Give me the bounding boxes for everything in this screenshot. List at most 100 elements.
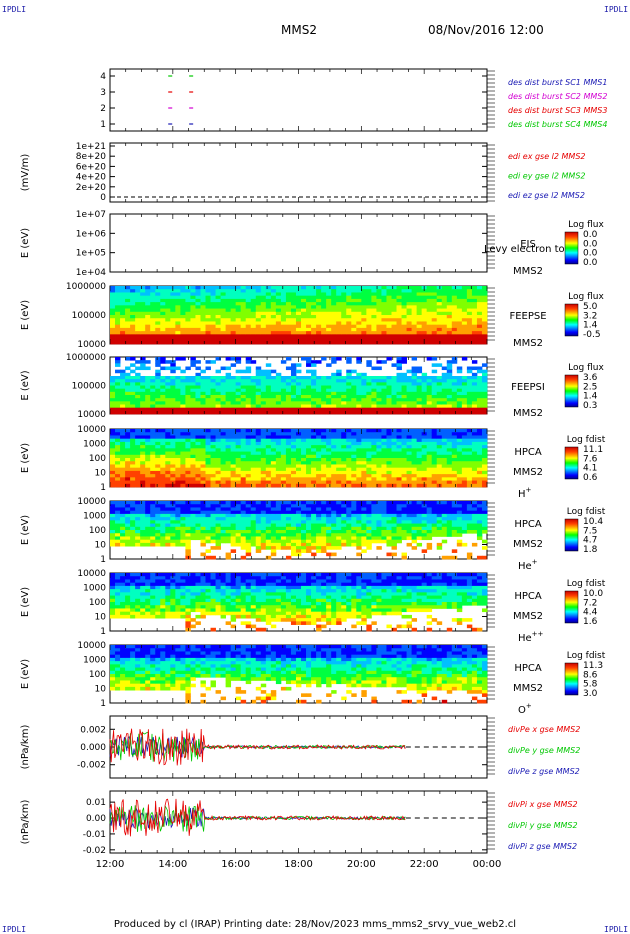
heatmap-cell xyxy=(140,340,146,345)
heatmap-cell xyxy=(210,441,216,446)
heatmap-cell xyxy=(160,292,166,297)
heatmap-cell xyxy=(285,327,292,332)
heatmap-cell xyxy=(245,477,252,481)
heatmap-cell xyxy=(471,464,478,469)
heatmap-cell xyxy=(356,385,362,390)
heatmap-cell xyxy=(130,298,136,303)
heatmap-cell xyxy=(260,398,267,402)
heatmap-cell xyxy=(120,474,126,478)
heatmap-cell xyxy=(255,398,262,402)
y-tick-label: 10 xyxy=(95,541,107,551)
heatmap-cell xyxy=(471,395,478,399)
heatmap-cell xyxy=(336,480,342,485)
heatmap-cell xyxy=(200,461,206,465)
heatmap-cell xyxy=(200,523,206,528)
heatmap-cell xyxy=(245,324,252,329)
heatmap-cell xyxy=(245,445,252,449)
heatmap-cell xyxy=(326,539,332,544)
heatmap-cell xyxy=(446,483,453,488)
heatmap-cell xyxy=(240,477,247,481)
heatmap-cell xyxy=(230,483,237,488)
heatmap-cell xyxy=(441,507,448,512)
heatmap-cell xyxy=(301,302,307,306)
heatmap-cell xyxy=(250,295,257,300)
heatmap-cell xyxy=(145,520,151,524)
heatmap-cell xyxy=(301,441,307,446)
heatmap-cell xyxy=(376,438,382,443)
heatmap-cell xyxy=(240,458,247,462)
heatmap-cell xyxy=(321,520,327,524)
heatmap-cell xyxy=(260,286,267,290)
heatmap-cell xyxy=(135,483,141,488)
heatmap-cell xyxy=(250,334,257,338)
heatmap-cell xyxy=(125,517,131,521)
heatmap-cell xyxy=(275,302,282,306)
heatmap-cell xyxy=(200,407,206,412)
heatmap-cell xyxy=(280,382,287,386)
heatmap-cell xyxy=(260,324,267,329)
heatmap-cell xyxy=(331,501,337,505)
heatmap-cell xyxy=(265,410,272,415)
heatmap-cell xyxy=(130,407,136,412)
heatmap-cell xyxy=(285,523,292,528)
heatmap-cell xyxy=(361,292,367,297)
heatmap-cell xyxy=(255,480,262,485)
heatmap-cell xyxy=(336,504,342,508)
heatmap-cell xyxy=(145,327,151,332)
heatmap-cell xyxy=(230,388,237,393)
heatmap-cell xyxy=(120,438,126,443)
heatmap-cell xyxy=(265,470,272,475)
heatmap-cell xyxy=(125,533,131,537)
heatmap-cell xyxy=(265,432,272,436)
heatmap-cell xyxy=(321,432,327,436)
heatmap-cell xyxy=(346,464,352,469)
heatmap-cell xyxy=(446,470,453,475)
heatmap-cell xyxy=(316,315,322,319)
heatmap-cell xyxy=(301,357,307,361)
heatmap-cell xyxy=(165,474,171,478)
heatmap-cell xyxy=(321,480,327,485)
heatmap-cell xyxy=(140,448,146,452)
heatmap-cell xyxy=(110,477,116,481)
heatmap-cell xyxy=(275,526,282,531)
heatmap-cell xyxy=(481,404,488,409)
heatmap-cell xyxy=(331,451,337,456)
heatmap-cell xyxy=(185,533,191,537)
heatmap-cell xyxy=(346,410,352,415)
heatmap-cell xyxy=(280,530,287,534)
heatmap-cell xyxy=(170,379,176,383)
heatmap-cell xyxy=(130,483,136,488)
heatmap-cell xyxy=(115,513,121,518)
heatmap-cell xyxy=(321,536,327,541)
heatmap-cell xyxy=(381,292,387,297)
heatmap-cell xyxy=(391,454,397,459)
heatmap-cell xyxy=(461,458,468,462)
heatmap-cell xyxy=(260,539,267,544)
heatmap-cell xyxy=(421,318,428,322)
heatmap-cell xyxy=(436,404,443,409)
heatmap-cell xyxy=(416,318,423,322)
heatmap-cell xyxy=(220,474,227,478)
heatmap-cell xyxy=(190,295,196,300)
heatmap-cell xyxy=(270,311,277,316)
heatmap-cell xyxy=(466,286,473,290)
heatmap-cell xyxy=(245,467,252,472)
heatmap-cell xyxy=(411,327,418,332)
heatmap-cell xyxy=(280,526,287,531)
heatmap-cell xyxy=(145,302,151,306)
heatmap-cell xyxy=(170,366,176,371)
heatmap-cell xyxy=(230,410,237,415)
heatmap-cell xyxy=(210,520,216,524)
heatmap-cell xyxy=(115,398,121,402)
heatmap-cell xyxy=(155,517,161,521)
heatmap-cell xyxy=(456,432,463,436)
heatmap-cell xyxy=(391,501,397,505)
heatmap-cell xyxy=(240,451,247,456)
heatmap-cell xyxy=(230,363,237,367)
heatmap-cell xyxy=(170,510,176,515)
heatmap-cell xyxy=(376,445,382,449)
heatmap-cell xyxy=(220,539,227,544)
heatmap-cell xyxy=(165,536,171,541)
species-charge: + xyxy=(526,486,532,494)
heatmap-cell xyxy=(406,504,412,508)
